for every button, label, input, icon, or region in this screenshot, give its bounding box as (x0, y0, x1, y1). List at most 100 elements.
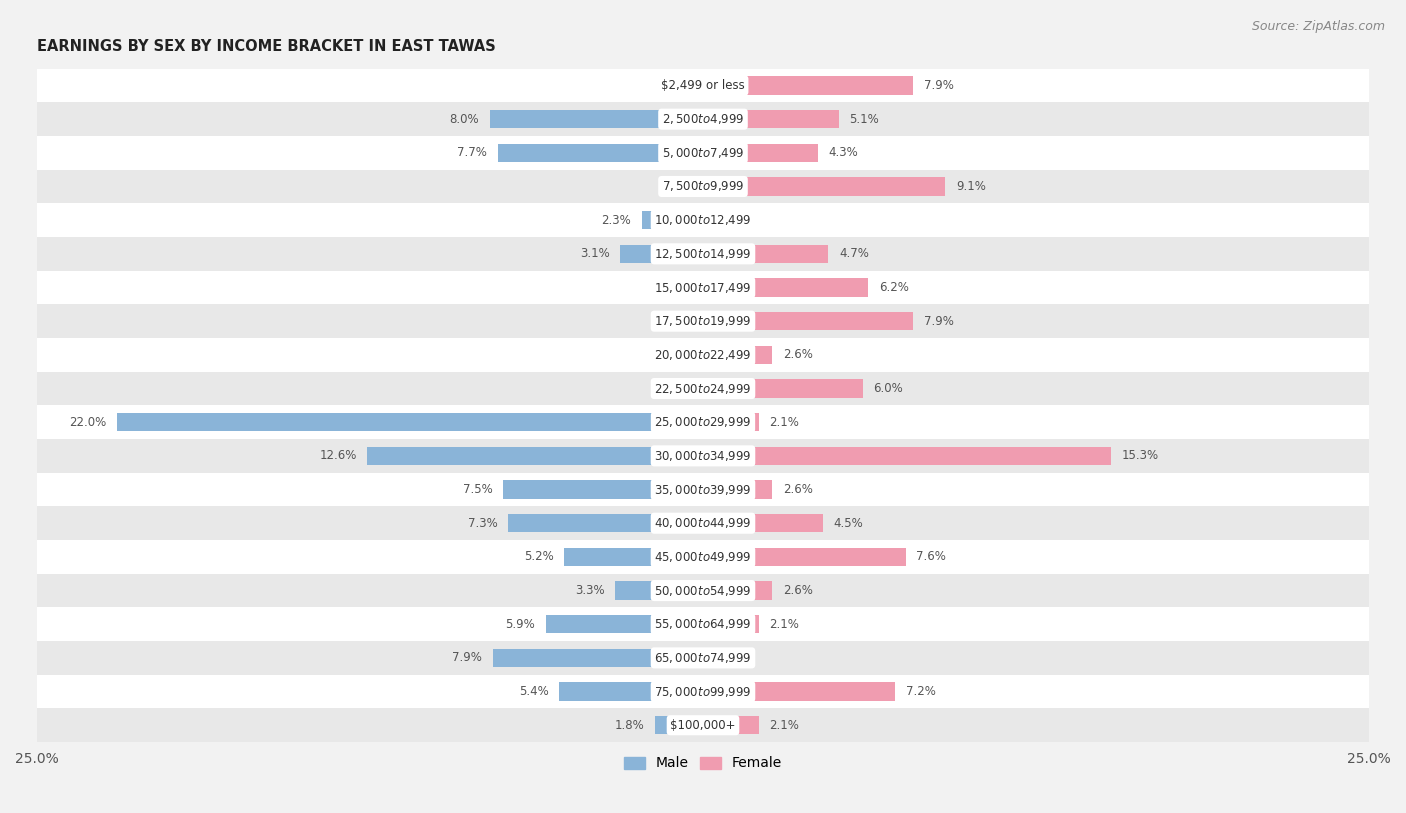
Bar (37, 68, 1369, 102)
Bar (620, 245, 703, 263)
Bar (560, 682, 703, 701)
Text: 2.6%: 2.6% (783, 584, 813, 597)
Text: 8.0%: 8.0% (450, 113, 479, 126)
Bar (498, 144, 703, 162)
Bar (117, 413, 703, 432)
Text: 12.6%: 12.6% (319, 450, 357, 463)
Text: 4.5%: 4.5% (834, 517, 863, 530)
Text: $35,000 to $39,999: $35,000 to $39,999 (654, 483, 752, 497)
Text: 2.6%: 2.6% (783, 348, 813, 361)
Text: $12,500 to $14,999: $12,500 to $14,999 (654, 247, 752, 261)
Bar (37, 338, 1369, 372)
Bar (703, 110, 839, 128)
Text: 5.4%: 5.4% (519, 685, 548, 698)
Text: 0.0%: 0.0% (659, 382, 690, 395)
Bar (703, 312, 914, 330)
Text: 0.0%: 0.0% (659, 79, 690, 92)
Text: 0.0%: 0.0% (659, 348, 690, 361)
Text: 4.7%: 4.7% (839, 247, 869, 260)
Text: 5.2%: 5.2% (524, 550, 554, 563)
Bar (37, 506, 1369, 540)
Bar (703, 278, 868, 297)
Bar (37, 675, 1369, 708)
Text: 22.0%: 22.0% (69, 415, 105, 428)
Text: $100,000+: $100,000+ (671, 719, 735, 732)
Text: 1.8%: 1.8% (614, 719, 644, 732)
Bar (703, 211, 711, 229)
Bar (703, 581, 772, 600)
Bar (703, 480, 772, 499)
Bar (37, 237, 1369, 271)
Text: $7,500 to $9,999: $7,500 to $9,999 (662, 180, 744, 193)
Text: 0.0%: 0.0% (659, 180, 690, 193)
Text: Source: ZipAtlas.com: Source: ZipAtlas.com (1251, 20, 1385, 33)
Text: 7.6%: 7.6% (917, 550, 946, 563)
Bar (367, 446, 703, 465)
Bar (546, 615, 703, 633)
Bar (695, 177, 703, 196)
Bar (37, 136, 1369, 170)
Text: $45,000 to $49,999: $45,000 to $49,999 (654, 550, 752, 564)
Text: 2.1%: 2.1% (769, 415, 800, 428)
Text: 0.0%: 0.0% (659, 281, 690, 294)
Text: 2.1%: 2.1% (769, 719, 800, 732)
Text: $2,499 or less: $2,499 or less (661, 79, 745, 92)
Text: 3.1%: 3.1% (581, 247, 610, 260)
Bar (37, 574, 1369, 607)
Bar (614, 581, 703, 600)
Bar (492, 649, 703, 667)
Text: 6.2%: 6.2% (879, 281, 908, 294)
Text: 3.3%: 3.3% (575, 584, 605, 597)
Text: 7.7%: 7.7% (457, 146, 486, 159)
Bar (695, 278, 703, 297)
Text: $25,000 to $29,999: $25,000 to $29,999 (654, 415, 752, 429)
Bar (37, 406, 1369, 439)
Text: $30,000 to $34,999: $30,000 to $34,999 (654, 449, 752, 463)
Bar (37, 439, 1369, 472)
Text: 2.3%: 2.3% (602, 214, 631, 227)
Bar (703, 177, 945, 196)
Bar (695, 76, 703, 95)
Text: 2.6%: 2.6% (783, 483, 813, 496)
Text: 0.0%: 0.0% (716, 651, 747, 664)
Text: $40,000 to $44,999: $40,000 to $44,999 (654, 516, 752, 530)
Bar (703, 245, 828, 263)
Text: 6.0%: 6.0% (873, 382, 903, 395)
Bar (37, 304, 1369, 338)
Text: 4.3%: 4.3% (828, 146, 858, 159)
Bar (37, 708, 1369, 742)
Text: $10,000 to $12,499: $10,000 to $12,499 (654, 213, 752, 227)
Bar (37, 472, 1369, 506)
Text: 9.1%: 9.1% (956, 180, 986, 193)
Text: 7.9%: 7.9% (451, 651, 482, 664)
Text: 7.3%: 7.3% (468, 517, 498, 530)
Bar (703, 76, 914, 95)
Bar (509, 514, 703, 533)
Text: 5.1%: 5.1% (849, 113, 879, 126)
Bar (37, 641, 1369, 675)
Text: 5.9%: 5.9% (505, 618, 536, 631)
Text: $50,000 to $54,999: $50,000 to $54,999 (654, 584, 752, 598)
Bar (703, 615, 759, 633)
Bar (703, 346, 772, 364)
Bar (37, 170, 1369, 203)
Text: $2,500 to $4,999: $2,500 to $4,999 (662, 112, 744, 126)
Text: 0.0%: 0.0% (716, 214, 747, 227)
Text: 15.3%: 15.3% (1122, 450, 1159, 463)
Bar (703, 548, 905, 566)
Bar (37, 203, 1369, 237)
Bar (695, 346, 703, 364)
Text: 7.9%: 7.9% (924, 315, 955, 328)
Text: $65,000 to $74,999: $65,000 to $74,999 (654, 651, 752, 665)
Legend: Male, Female: Male, Female (619, 751, 787, 776)
Text: 2.1%: 2.1% (769, 618, 800, 631)
Bar (703, 144, 817, 162)
Text: 7.9%: 7.9% (924, 79, 955, 92)
Bar (37, 271, 1369, 304)
Bar (703, 446, 1111, 465)
Bar (655, 716, 703, 734)
Text: $20,000 to $22,499: $20,000 to $22,499 (654, 348, 752, 362)
Text: $55,000 to $64,999: $55,000 to $64,999 (654, 617, 752, 631)
Bar (695, 379, 703, 398)
Bar (37, 607, 1369, 641)
